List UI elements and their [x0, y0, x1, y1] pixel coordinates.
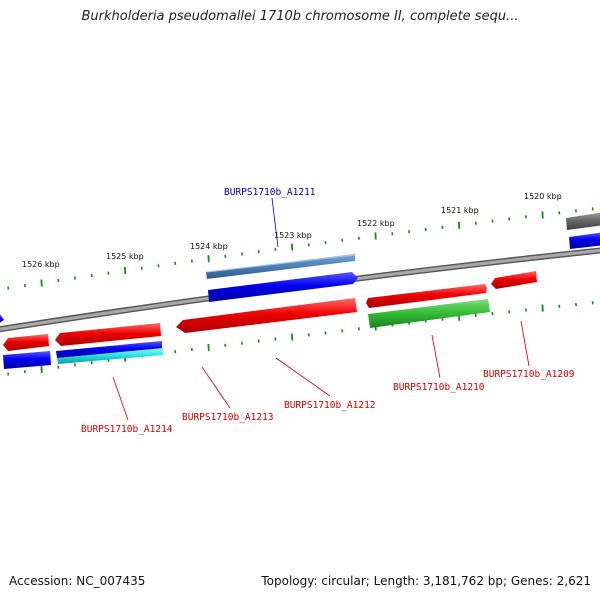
gene-arrow-A1212[interactable]: [176, 298, 357, 333]
gene-label-A1211[interactable]: BURPS1710b_A1211: [224, 187, 316, 198]
reverse-genes: [3, 298, 490, 369]
gene-arrow-red-left[interactable]: [3, 334, 49, 351]
scale-label-1523: 1523 kbp: [274, 231, 312, 240]
gene-arrow-gray[interactable]: [566, 212, 600, 230]
scale-labels: 1526 kbp 1525 kbp 1524 kbp 1523 kbp 1522…: [22, 192, 562, 269]
leader-line-A1214: [112, 376, 129, 421]
gene-arrow-A1211[interactable]: [208, 272, 358, 302]
leader-line-A1209: [520, 320, 530, 367]
scale-label-1521: 1521 kbp: [441, 206, 479, 215]
scale-label-1526: 1526 kbp: [22, 260, 60, 269]
genome-summary-text: Topology: circular; Length: 3,181,762 bp…: [261, 574, 591, 588]
scale-label-1522: 1522 kbp: [357, 219, 395, 228]
gene-arrow-A1214[interactable]: [55, 323, 161, 346]
leader-line-A1211: [271, 197, 279, 248]
scale-label-1524: 1524 kbp: [190, 242, 228, 251]
forward-genes: [0, 212, 600, 326]
leader-line-A1210: [431, 334, 441, 379]
leader-line-A1212: [275, 357, 331, 397]
gene-labels: BURPS1710b_A1211 BURPS1710b_A1214 BURPS1…: [81, 187, 575, 435]
gene-arrow-A1210[interactable]: [366, 284, 487, 308]
gene-arrow-blue-left[interactable]: [3, 351, 51, 369]
map-title: Burkholderia pseudomallei 1710b chromoso…: [81, 9, 519, 24]
scale-label-1525: 1525 kbp: [106, 252, 144, 261]
gene-label-A1213[interactable]: BURPS1710b_A1213: [182, 412, 274, 423]
scale-label-1520: 1520 kbp: [524, 192, 562, 201]
gene-arrow-A1213[interactable]: [57, 348, 163, 364]
upper-scale-ticks: [7, 207, 594, 290]
accession-text: Accession: NC_007435: [9, 574, 146, 588]
gene-arrow-green[interactable]: [368, 299, 490, 328]
gene-label-A1212[interactable]: BURPS1710b_A1212: [284, 400, 376, 411]
gene-arrow-blue-left-edge[interactable]: [0, 314, 4, 326]
gene-label-A1210[interactable]: BURPS1710b_A1210: [393, 382, 485, 393]
gene-arrow-A1209[interactable]: [491, 271, 537, 289]
leader-lines: [112, 197, 530, 421]
gene-arrow-blue-edge[interactable]: [569, 232, 600, 249]
leader-line-A1213: [201, 366, 231, 409]
gene-arrow-steelblue[interactable]: [206, 254, 355, 279]
gene-arrow-A1213-blue: [56, 341, 162, 358]
gene-label-A1209[interactable]: BURPS1710b_A1209: [483, 369, 575, 380]
gene-label-A1214[interactable]: BURPS1710b_A1214: [81, 424, 173, 435]
